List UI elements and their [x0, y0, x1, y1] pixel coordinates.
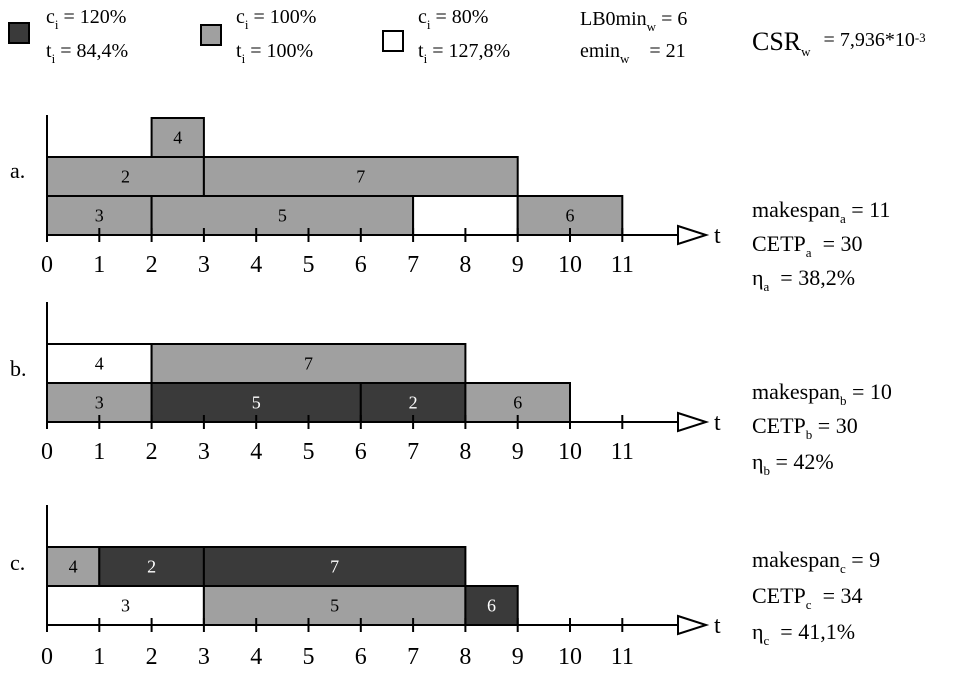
legend-t-gray: ti = 100%: [236, 40, 314, 66]
tick-label: 3: [198, 439, 210, 465]
csr-value: CSRw = 7,936*10-3: [752, 27, 926, 60]
task-label: 4: [95, 354, 104, 374]
task-label: 3: [95, 206, 104, 226]
tick-label: 8: [459, 439, 471, 465]
task-label: 6: [487, 596, 496, 616]
legend-swatch-dark: [8, 22, 30, 44]
schedule-c: c. 4 2 73 5 6t0 1 2 3 4 5 6 7 8 9 10 11: [10, 505, 721, 670]
cetp-b: CETPb = 30: [752, 413, 858, 443]
task-label: 2: [121, 167, 130, 187]
task-block: [202, 585, 467, 626]
tick-label: 1: [93, 644, 105, 670]
task-block: [46, 546, 101, 587]
legend-t-white: ti = 127,8%: [418, 40, 511, 66]
eta-c: ηc = 41,1%: [752, 619, 856, 649]
tick-label: 7: [407, 439, 419, 465]
task-label: 7: [330, 557, 339, 577]
schedule-label: c.: [10, 550, 25, 575]
tick-label: 10: [558, 439, 582, 465]
axis-label-t: t: [714, 223, 721, 249]
task-block: [464, 585, 519, 626]
task-label: 4: [69, 557, 78, 577]
cetp-a: CETPa = 30: [752, 231, 863, 261]
tick-label: 5: [303, 439, 315, 465]
eta-b: ηb = 42%: [752, 449, 834, 479]
task-label: 4: [173, 128, 182, 148]
makespan-c: makespanc = 9: [752, 547, 881, 577]
task-label: 7: [356, 167, 365, 187]
tick-label: 11: [611, 439, 634, 465]
tick-label: 5: [303, 252, 315, 278]
tick-label: 10: [558, 644, 582, 670]
axis-label-t: t: [714, 613, 721, 639]
legend-c-white: ci = 80%: [418, 6, 489, 32]
axis-arrow-icon: [677, 224, 710, 246]
task-label: 5: [330, 596, 339, 616]
tick-label: 4: [250, 644, 262, 670]
schedule-label: b.: [10, 356, 27, 381]
eta-a: ηa = 38,2%: [752, 265, 856, 295]
tick-label: 2: [146, 439, 158, 465]
schedule-label: a.: [10, 158, 25, 183]
legend-t-dark: ti = 84,4%: [46, 40, 129, 66]
task-block: [150, 117, 205, 158]
cetp-c: CETPc = 34: [752, 583, 863, 613]
tick-label: 7: [407, 252, 419, 278]
tick-label: 1: [93, 439, 105, 465]
tick-label: 2: [146, 252, 158, 278]
task-label: 7: [304, 354, 313, 374]
tick-label: 11: [611, 252, 634, 278]
tick-label: 5: [303, 644, 315, 670]
schedule-b: b. 4 7 3 5 2 6 t 0 1 2 3 4 5 6 7 8 9 10 11: [10, 302, 721, 465]
tick-label: 6: [355, 439, 367, 465]
legend-c-dark: ci = 120%: [46, 6, 127, 32]
task-label: 6: [513, 393, 522, 413]
task-label: 3: [95, 393, 104, 413]
tick-label: 10: [558, 252, 582, 278]
legend-c-gray: ci = 100%: [236, 6, 317, 32]
task-label: 2: [147, 557, 156, 577]
tick-label: 3: [198, 644, 210, 670]
tick-label: 8: [459, 252, 471, 278]
tick-label: 9: [512, 252, 524, 278]
tick-label: 4: [250, 252, 262, 278]
task-block: [202, 156, 519, 197]
axis-arrow-icon: [677, 614, 710, 636]
tick-label: 8: [459, 644, 471, 670]
task-label: 6: [566, 206, 575, 226]
makespan-a: makespana = 11: [752, 197, 891, 227]
tick-label: 0: [41, 252, 53, 278]
task-block: [150, 343, 467, 384]
tick-label: 0: [41, 644, 53, 670]
task-label: 5: [278, 206, 287, 226]
task-label: 3: [121, 596, 130, 616]
emin-value: eminw = 21: [580, 40, 686, 66]
tick-label: 11: [611, 644, 634, 670]
task-label: 5: [252, 393, 261, 413]
lb0min-value: LB0minw = 6: [580, 8, 688, 34]
schedule-a: a.42 73 5 6t0 1 2 3 4 5 6 7 8 9 10 11: [10, 115, 721, 278]
axis-arrow-icon: [677, 411, 710, 433]
tick-label: 1: [93, 252, 105, 278]
tick-label: 3: [198, 252, 210, 278]
tick-label: 6: [355, 252, 367, 278]
legend-swatch-white: [382, 30, 404, 52]
task-label: 2: [409, 393, 418, 413]
tick-label: 9: [512, 439, 524, 465]
tick-label: 4: [250, 439, 262, 465]
makespan-b: makespanb = 10: [752, 379, 892, 409]
tick-label: 9: [512, 644, 524, 670]
tick-label: 0: [41, 439, 53, 465]
tick-label: 2: [146, 644, 158, 670]
legend-swatch-gray: [200, 24, 222, 46]
tick-label: 6: [355, 644, 367, 670]
tick-label: 7: [407, 644, 419, 670]
axis-label-t: t: [714, 410, 721, 436]
task-block: [46, 585, 205, 626]
